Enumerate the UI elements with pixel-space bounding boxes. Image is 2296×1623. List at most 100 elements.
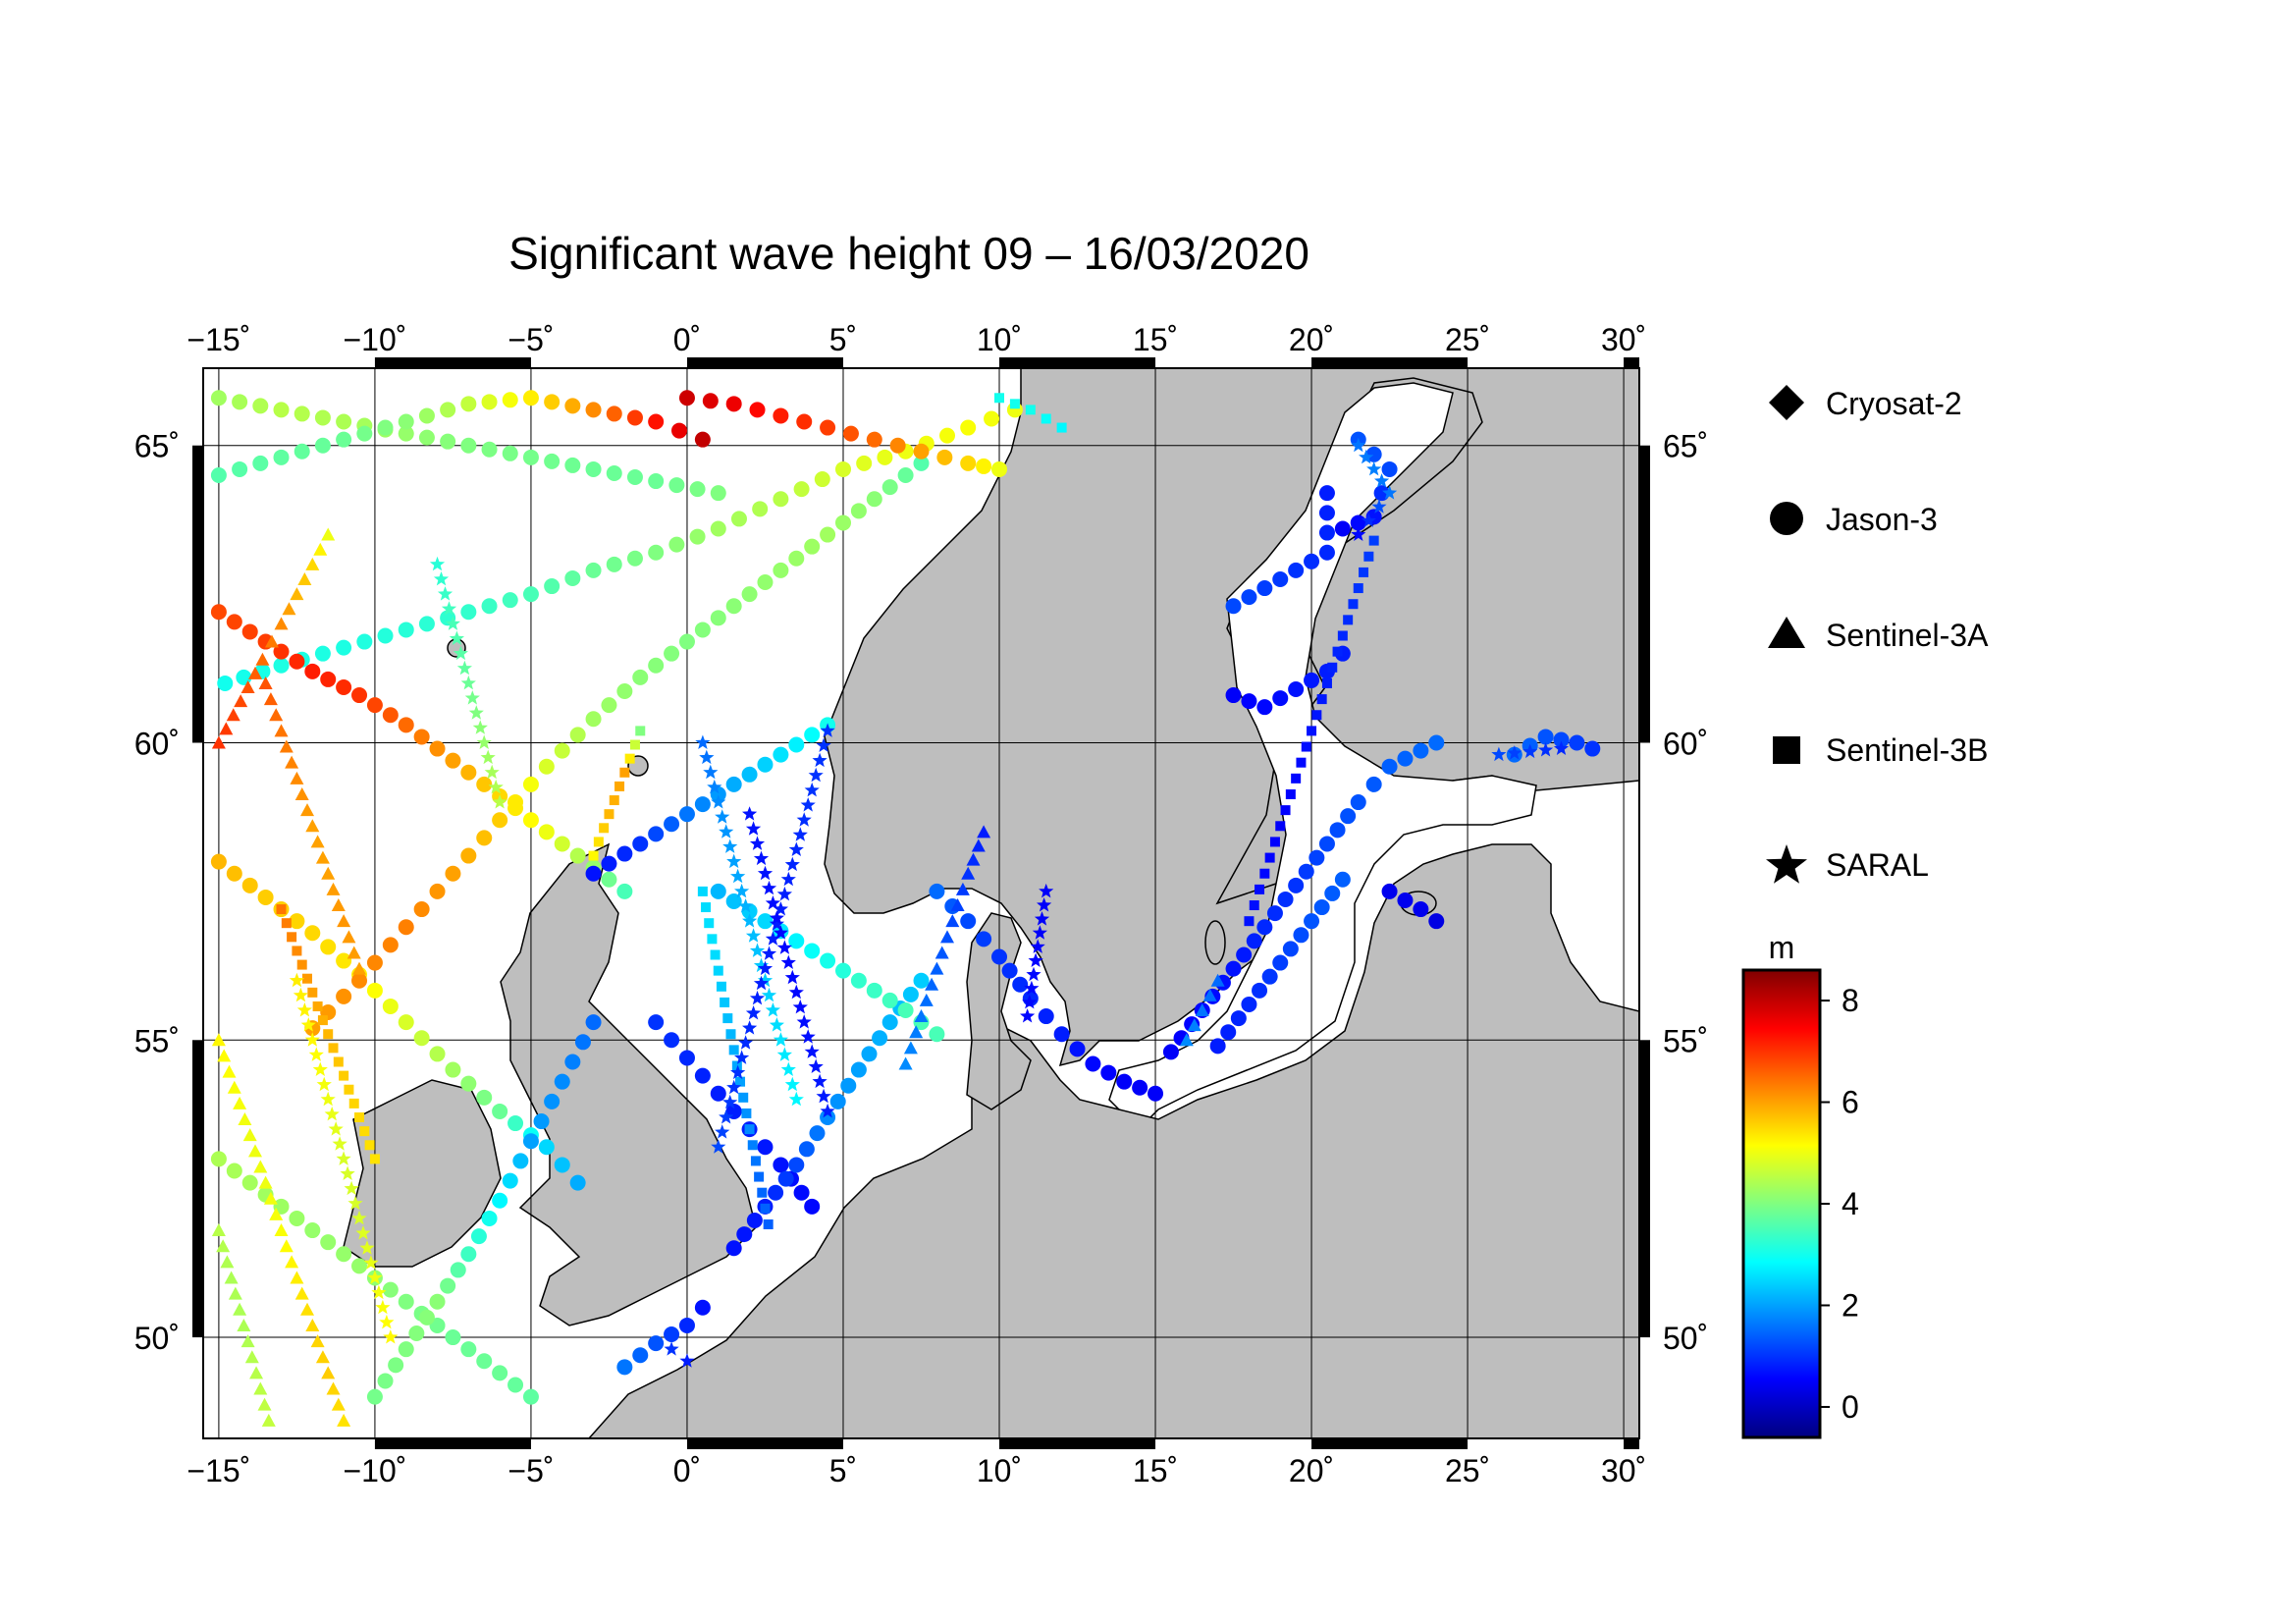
track-point-jason-3	[804, 538, 821, 555]
track-point-saral	[734, 883, 750, 898]
track-point-saral	[488, 779, 504, 794]
track-point-jason-3	[304, 925, 321, 942]
track-point-jason-3	[1324, 885, 1341, 901]
track-point-jason-3	[976, 458, 992, 474]
land-ireland	[343, 1079, 502, 1268]
track-point-saral	[784, 1076, 800, 1092]
track-point-sentinel-3b	[328, 1043, 339, 1054]
frame-bar-bottom	[686, 1438, 843, 1449]
track-point-jason-3	[481, 1210, 498, 1226]
legend-label-sentinel-3a: Sentinel-3A	[1826, 618, 1989, 653]
track-point-saral	[820, 1103, 835, 1118]
track-point-sentinel-3b	[312, 1001, 323, 1011]
track-point-jason-3	[554, 1073, 570, 1090]
track-point-sentinel-3a	[930, 961, 944, 975]
track-point-sentinel-3a	[898, 1056, 913, 1070]
track-point-saral	[804, 1044, 820, 1058]
longitude-label: 10˚	[977, 322, 1022, 357]
track-point-jason-3	[273, 402, 290, 418]
longitude-label: −5˚	[507, 322, 554, 357]
track-point-saral	[433, 571, 450, 586]
track-point-jason-3	[678, 1050, 695, 1066]
track-point-sentinel-3b	[1343, 615, 1354, 625]
track-point-sentinel-3a	[238, 1112, 252, 1126]
colorbar-tick-label: 2	[1842, 1287, 1859, 1323]
track-point-sentinel-3a	[290, 771, 304, 784]
track-point-sentinel-3b	[359, 1126, 370, 1137]
track-point-jason-3	[210, 1151, 227, 1167]
track-point-jason-3	[960, 455, 977, 471]
track-point-jason-3	[366, 954, 383, 971]
track-point-sentinel-3a	[925, 977, 939, 991]
diamond-icon	[1769, 385, 1804, 420]
track-point-saral	[300, 1017, 316, 1032]
track-point-jason-3	[773, 491, 789, 508]
track-point-jason-3	[881, 1014, 898, 1031]
track-point-jason-3	[585, 865, 602, 882]
longitude-label: 10˚	[977, 1453, 1022, 1488]
track-point-saral	[816, 1088, 831, 1104]
track-point-sentinel-3b	[1368, 535, 1379, 546]
track-point-saral	[336, 1151, 351, 1165]
track-point-jason-3	[382, 998, 399, 1014]
track-point-saral	[429, 556, 446, 571]
map-frame-bars	[192, 357, 1650, 1449]
track-point-saral	[780, 954, 796, 969]
track-point-jason-3	[694, 1067, 711, 1084]
track-point-jason-3	[273, 643, 290, 660]
latitude-label: 55˚	[1663, 1023, 1708, 1058]
track-point-jason-3	[502, 392, 518, 408]
map-frame: −15˚ −10˚ −5˚ 0˚ 5˚ 10˚ 15˚ 20˚ 25˚ 30˚ −15˚ −10˚ −…	[134, 322, 1709, 1488]
track-point-sentinel-3b	[1363, 551, 1374, 562]
track-point-jason-3	[538, 758, 555, 775]
track-point-jason-3	[1256, 919, 1273, 936]
track-point-jason-3	[232, 460, 248, 477]
track-point-jason-3	[544, 394, 561, 410]
track-point-jason-3	[694, 431, 711, 448]
track-point-jason-3	[226, 614, 242, 630]
track-point-sentinel-3b	[1280, 805, 1291, 816]
track-point-saral	[780, 1061, 796, 1076]
track-point-sentinel-3a	[285, 1255, 299, 1269]
track-point-jason-3	[398, 1014, 414, 1031]
track-point-saral	[296, 1002, 312, 1017]
track-point-sentinel-3a	[264, 634, 279, 648]
track-point-sentinel-3b	[701, 902, 712, 913]
track-point-jason-3	[820, 952, 836, 969]
track-point-saral	[808, 767, 824, 783]
track-point-sentinel-3a	[240, 1334, 255, 1348]
track-point-jason-3	[492, 812, 508, 829]
track-point-sentinel-3b	[747, 1140, 758, 1151]
track-point-sentinel-3b	[339, 1070, 349, 1081]
track-point-sentinel-3b	[1321, 677, 1332, 688]
track-point-saral	[383, 1329, 399, 1344]
track-point-jason-3	[648, 1335, 665, 1352]
track-point-sentinel-3a	[237, 1318, 251, 1331]
track-point-jason-3	[320, 671, 337, 687]
track-point-sentinel-3a	[347, 946, 361, 959]
track-point-jason-3	[648, 1014, 665, 1031]
track-point-sentinel-3a	[321, 866, 336, 880]
track-point-jason-3	[429, 1293, 446, 1310]
track-point-jason-3	[856, 455, 873, 471]
land-gotland	[1204, 920, 1226, 965]
track-point-saral	[707, 779, 722, 794]
track-point-sentinel-3b	[720, 997, 730, 1007]
track-point-jason-3	[710, 883, 726, 899]
track-point-jason-3	[648, 413, 665, 430]
track-point-sentinel-3a	[234, 694, 248, 708]
track-point-jason-3	[585, 562, 602, 578]
track-point-jason-3	[606, 406, 622, 422]
track-point-saral	[812, 752, 828, 768]
track-point-jason-3	[850, 503, 867, 519]
track-point-jason-3	[1256, 699, 1273, 716]
track-point-saral	[820, 723, 835, 737]
track-point-jason-3	[241, 877, 258, 893]
track-point-jason-3	[1584, 740, 1601, 757]
track-point-jason-3	[694, 1299, 711, 1316]
track-point-jason-3	[336, 413, 352, 430]
track-point-sentinel-3a	[909, 1025, 924, 1039]
track-point-sentinel-3a	[305, 557, 320, 570]
track-point-saral	[765, 895, 780, 910]
track-point-jason-3	[773, 1157, 789, 1173]
